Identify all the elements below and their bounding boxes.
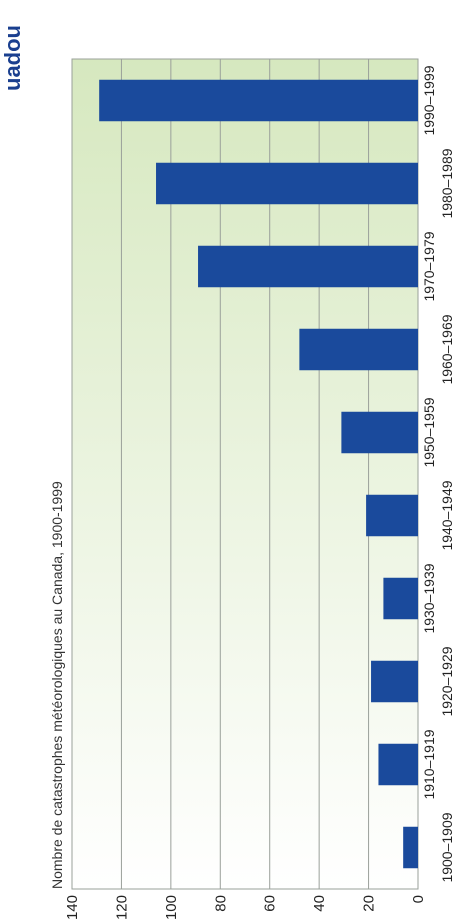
value-tick-label: 100 [163,895,180,919]
category-label-9: 1990–1999 [421,65,437,135]
category-label-6: 1960–1969 [439,314,455,384]
bar-5 [341,411,418,454]
bars [99,79,419,869]
bar-9 [99,79,419,122]
value-tick-label: 0 [410,895,427,903]
bar-2 [371,660,418,703]
chart-title: Nombre de catastrophes météorologiques a… [49,481,65,889]
value-tick-label: 60 [262,895,279,912]
category-label-8: 1980–1989 [439,148,455,218]
gridlines [120,59,370,889]
category-label-1: 1910–1919 [421,729,437,799]
category-label-0: 1900–1909 [439,812,455,882]
value-tick-label: 20 [361,895,378,912]
category-label-5: 1950–1959 [421,397,437,467]
bar-3 [383,577,418,620]
bar-8 [156,162,418,205]
bar-0 [403,826,418,869]
value-tick-label: 80 [212,895,229,912]
bar-6 [299,328,418,371]
category-label-4: 1940–1949 [439,480,455,550]
bar-1 [378,743,419,786]
category-label-7: 1970–1979 [421,231,437,301]
category-axis-ticks: 1900–19091910–19191920–19291930–19391940… [421,65,455,882]
header-fragment: uadou [0,25,25,91]
value-tick-label: 120 [113,895,130,919]
category-label-2: 1920–1929 [439,646,455,716]
bar-4 [366,494,419,537]
value-tick-label: 140 [64,895,81,919]
value-axis-ticks: 0 20 40 60 80 100 120 140 [64,895,427,919]
category-label-3: 1930–1939 [421,563,437,633]
value-tick-label: 40 [311,895,328,912]
bar-7 [198,245,418,288]
